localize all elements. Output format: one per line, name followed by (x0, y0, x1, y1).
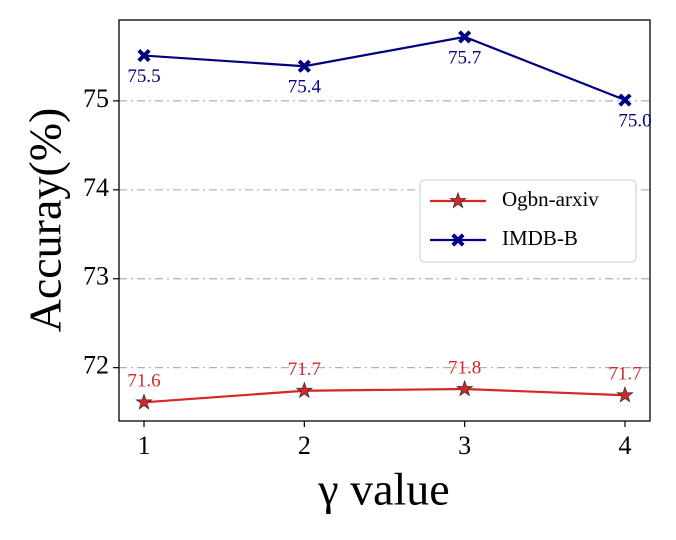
y-tick-label: 74 (83, 173, 109, 202)
data-point (137, 48, 151, 63)
data-point (618, 93, 632, 107)
data-point (455, 379, 474, 397)
data-label: 75.5 (127, 66, 160, 87)
x-tick-label: 2 (298, 431, 311, 460)
data-point (616, 386, 634, 403)
data-label: 75.4 (288, 77, 322, 98)
legend-marker (449, 191, 467, 209)
legend-marker (451, 233, 465, 247)
data-label: 71.7 (608, 364, 641, 385)
x-tick-label: 3 (458, 431, 471, 460)
data-point (297, 59, 311, 73)
data-point (295, 381, 314, 399)
data-label: 71.8 (448, 357, 481, 378)
y-tick-label: 73 (83, 262, 109, 291)
y-axis-label: Accuray(%) (20, 108, 71, 333)
data-label: 71.6 (127, 371, 160, 392)
plot-frame (118, 19, 651, 422)
series-line (143, 387, 626, 404)
data-label: 75.7 (448, 47, 481, 68)
x-tick-label: 1 (138, 431, 151, 460)
data-point (458, 30, 472, 44)
series-line (143, 35, 626, 102)
legend-label: IMDB-B (502, 226, 578, 250)
data-label: 71.7 (288, 359, 321, 380)
y-tick-label: 75 (83, 84, 109, 113)
x-tick-label: 4 (618, 431, 631, 460)
x-axis-label: γ value (317, 464, 449, 515)
y-tick-label: 72 (83, 351, 109, 380)
data-label: 75.0 (618, 110, 651, 131)
legend-label: Ogbn-arxiv (502, 187, 599, 211)
data-point (135, 393, 153, 410)
